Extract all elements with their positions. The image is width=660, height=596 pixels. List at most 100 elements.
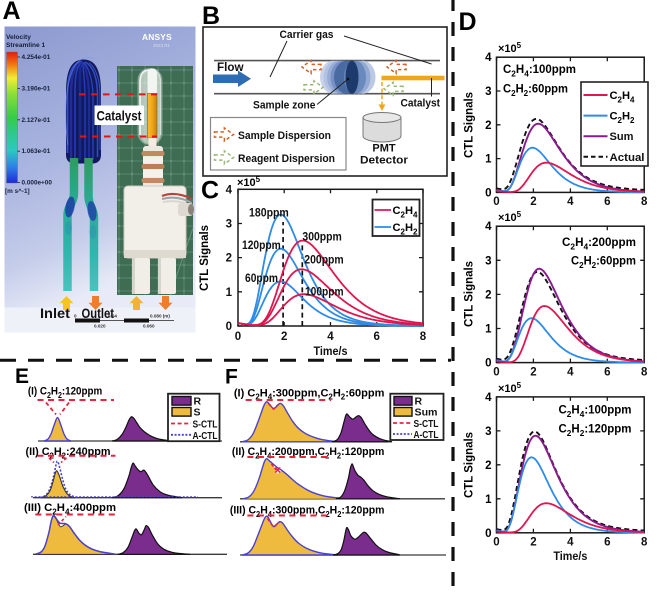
svg-text:Reagent Dispersion: Reagent Dispersion [238,153,335,165]
svg-text:C2H2: C2H2 [610,111,636,125]
svg-text:4: 4 [567,366,574,378]
svg-text:Flow: Flow [217,60,244,74]
svg-text:C2H4: C2H4 [610,90,636,104]
svg-text:0: 0 [493,366,499,378]
svg-text:C: C [201,177,219,205]
svg-text:Sample zone: Sample zone [253,100,316,112]
svg-text:C2H4:200ppm: C2H4:200ppm [562,237,636,251]
svg-text:3: 3 [226,218,232,230]
svg-text:0: 0 [235,331,241,343]
svg-text:4: 4 [567,196,574,208]
svg-text:3.190e-01: 3.190e-01 [22,85,51,92]
svg-text:300ppm: 300ppm [302,232,341,244]
svg-text:CTL Signals: CTL Signals [462,92,476,158]
svg-text:1: 1 [485,154,492,166]
svg-text:6: 6 [604,366,610,378]
svg-text:0: 0 [74,314,77,319]
svg-text:6: 6 [604,537,610,549]
svg-text:Catalyst: Catalyst [97,109,142,124]
svg-text:C2H4:100ppm: C2H4:100ppm [503,64,576,78]
svg-text:3: 3 [485,255,491,267]
svg-text:PMT: PMT [372,143,396,155]
svg-text:Actual: Actual [610,152,645,164]
svg-text:0: 0 [485,358,491,370]
svg-text:0.020: 0.020 [94,324,106,329]
svg-text:Sample Dispersion: Sample Dispersion [238,130,331,142]
svg-text:ANSYS: ANSYS [142,32,172,42]
svg-text:×105: ×105 [498,210,522,224]
svg-text:200ppm: 200ppm [304,255,343,267]
svg-text:1: 1 [485,324,492,336]
svg-text:(III) C2H4:300ppm,C2H2:120ppm: (III) C2H4:300ppm,C2H2:120ppm [230,505,384,519]
svg-text:180ppm: 180ppm [249,208,289,220]
svg-text:A-CTL: A-CTL [414,430,439,441]
svg-text:2: 2 [281,331,287,343]
svg-text:Time/s: Time/s [553,551,587,563]
svg-text:Sum: Sum [415,407,438,419]
svg-text:4: 4 [485,52,492,64]
svg-text:Carrier gas: Carrier gas [280,29,334,41]
svg-text:Velocity: Velocity [6,34,31,41]
svg-text:S-CTL: S-CTL [414,419,439,430]
svg-text:A-CTL: A-CTL [193,431,218,442]
svg-text:C2H2:60ppm: C2H2:60ppm [503,84,568,98]
svg-text:1: 1 [485,494,492,506]
svg-text:2: 2 [485,460,491,472]
svg-text:6: 6 [374,331,380,343]
svg-text:0.04: 0.04 [108,314,117,319]
svg-text:4.254e-01: 4.254e-01 [22,54,51,61]
svg-text:8: 8 [641,196,648,208]
svg-text:2: 2 [530,196,536,208]
svg-text:C2H2:60ppm: C2H2:60ppm [571,256,636,270]
svg-text:0: 0 [226,321,232,333]
svg-text:CTL Signals: CTL Signals [197,225,211,291]
svg-text:(III) C2H4:400ppm: (III) C2H4:400ppm [24,502,116,516]
svg-text:(I) C2H4:300ppm,C2H2:60ppm: (I) C2H4:300ppm,C2H2:60ppm [234,387,385,401]
svg-text:4: 4 [485,392,492,404]
svg-text:100ppm: 100ppm [305,287,344,299]
svg-text:(II) C2H4:200ppm,C2H2:120ppm: (II) C2H4:200ppm,C2H2:120ppm [232,446,385,460]
svg-text:C2H4: C2H4 [393,205,419,219]
svg-text:1.063e-01: 1.063e-01 [22,148,51,155]
svg-text:4: 4 [485,221,492,233]
svg-text:R: R [194,396,202,408]
svg-text:F: F [225,366,238,389]
svg-text:0: 0 [493,196,499,208]
svg-text:120ppm: 120ppm [242,240,281,252]
svg-text:6: 6 [604,196,610,208]
svg-text:D: D [459,8,477,36]
svg-text:×105: ×105 [498,41,522,55]
svg-text:2.127e-01: 2.127e-01 [22,117,51,124]
svg-text:3: 3 [485,426,491,438]
svg-text:(II) C2H2:240ppm: (II) C2H2:240ppm [26,446,111,460]
svg-text:0.060: 0.060 [143,324,155,329]
svg-text:60ppm: 60ppm [245,273,278,285]
svg-text:Time/s: Time/s [314,346,348,358]
svg-text:2: 2 [485,120,491,132]
svg-text:2: 2 [226,253,232,265]
svg-text:2023 R1: 2023 R1 [153,43,171,48]
svg-text:E: E [15,365,29,388]
svg-text:0: 0 [485,187,491,199]
svg-text:2: 2 [530,366,536,378]
svg-text:2: 2 [485,289,491,301]
svg-text:S-CTL: S-CTL [193,420,218,431]
svg-text:Catalyst: Catalyst [401,98,441,110]
svg-text:4: 4 [327,331,334,343]
svg-text:2: 2 [530,537,536,549]
svg-text:CTL Signals: CTL Signals [462,432,476,498]
svg-text:4: 4 [226,184,233,196]
svg-text:[m s^-1]: [m s^-1] [5,187,30,195]
svg-text:1: 1 [226,287,233,299]
svg-text:3: 3 [485,86,491,98]
svg-text:C2H2: C2H2 [393,222,419,236]
svg-text:0: 0 [493,537,499,549]
svg-text:0.080 (m): 0.080 (m) [150,314,170,319]
svg-text:8: 8 [641,537,648,549]
svg-text:Streamline 1: Streamline 1 [6,42,46,49]
svg-text:C2H2:120ppm: C2H2:120ppm [559,424,632,438]
svg-text:CTL Signals: CTL Signals [462,261,476,327]
svg-text:8: 8 [420,331,427,343]
svg-text:Detector: Detector [360,155,409,167]
svg-text:8: 8 [641,366,648,378]
